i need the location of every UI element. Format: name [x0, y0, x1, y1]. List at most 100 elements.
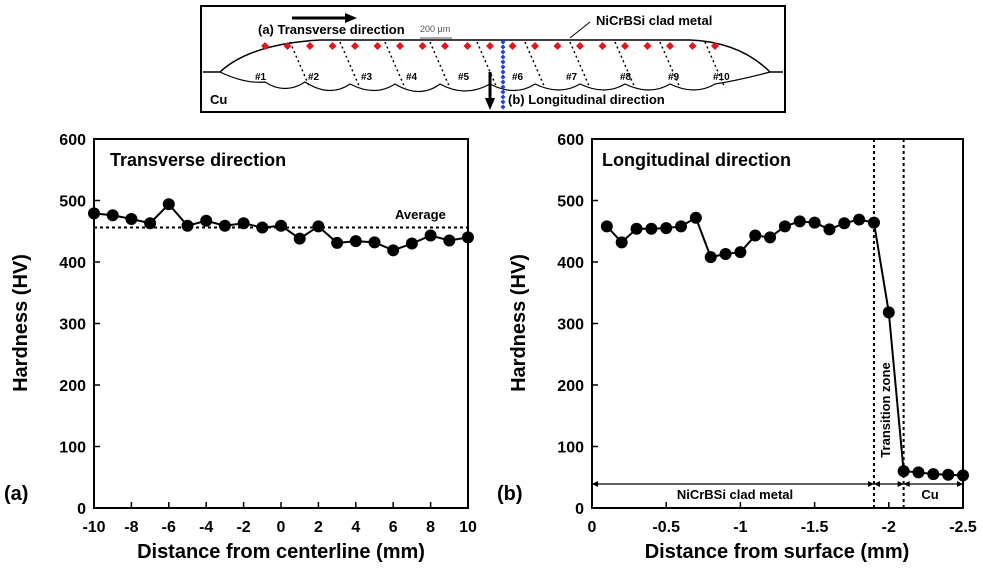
bead-label: #6 [512, 72, 524, 83]
y-tick-label: 0 [575, 501, 584, 518]
data-point [942, 468, 955, 481]
bead-separator [339, 41, 361, 89]
red-indent-point [643, 42, 652, 50]
bead-separator [659, 41, 681, 89]
bead-label: #3 [361, 72, 373, 83]
y-axis-ticks: 0 100 200 300 400 500 600 [59, 132, 100, 518]
y-tick-label: 300 [59, 317, 86, 334]
data-point [778, 220, 791, 233]
bead-labels: #1 #2 #3 #4 #5 #6 #7 #8 #9 #10 [255, 72, 730, 83]
data-point [704, 251, 717, 264]
y-tick-label: 600 [59, 132, 86, 149]
red-indent-point [283, 42, 292, 50]
y-tick-label: 600 [557, 132, 584, 149]
data-point [162, 198, 175, 211]
y-tick-label: 500 [59, 194, 86, 211]
data-point [660, 222, 673, 235]
data-point [882, 306, 895, 319]
bead-separator [476, 41, 498, 89]
x-tick-label: 2 [314, 519, 323, 536]
zone-label-cu: Cu [921, 487, 938, 502]
red-indent-point [418, 42, 427, 50]
y-tick-label: 500 [557, 194, 584, 211]
x-axis-ticks: -10 -8 -6 -4 -2 0 2 4 6 8 10 [82, 502, 477, 536]
data-point [237, 217, 250, 230]
bead-separator [384, 41, 406, 89]
x-axis-ticks: 0 -0.5 -1 -1.5 -2 -2.5 [588, 502, 977, 536]
blue-indent-point [500, 69, 506, 75]
red-indent-point [508, 42, 517, 50]
data-point [645, 222, 658, 235]
chart-transverse: 0 100 200 300 400 500 600 -10 -8 -6 -4 -2 0 2 4 6 8 10 T… [4, 132, 477, 563]
clad-label-leader [569, 21, 591, 39]
data-point [897, 465, 910, 478]
zone-arrowhead-left [873, 481, 880, 487]
chart-title: Longitudinal direction [602, 150, 791, 170]
y-tick-label: 100 [59, 440, 86, 457]
scale-bar-label: 200 μm [420, 24, 450, 34]
average-label: Average [395, 207, 446, 222]
blue-indent-point [500, 104, 506, 110]
data-point [349, 235, 362, 248]
data-point [293, 232, 306, 245]
x-axis-title: Distance from centerline (mm) [137, 541, 425, 563]
bead-label: #1 [255, 72, 267, 83]
data-point [368, 236, 381, 249]
red-indent-point [486, 42, 494, 50]
bead-separators [289, 41, 726, 89]
y-axis-title: Hardness (HV) [508, 254, 530, 392]
bead-label: #5 [458, 72, 470, 83]
data-point [675, 220, 688, 233]
schematic: (a) Transverse direction 200 μm NiCrBSi … [200, 5, 786, 113]
x-tick-label: -6 [162, 519, 176, 536]
substrate-label: Cu [210, 92, 227, 107]
transverse-arrowhead [345, 13, 357, 23]
bead-separator [289, 41, 311, 89]
x-tick-label: 6 [389, 519, 398, 536]
data-point [443, 234, 456, 247]
red-indent-point [531, 42, 539, 50]
bead-separator [614, 41, 636, 89]
data-point [764, 231, 777, 244]
bead-label: #10 [713, 72, 730, 83]
blue-indent-point [500, 79, 506, 85]
bead-separator [569, 41, 591, 89]
data-point [275, 219, 287, 232]
data-point [823, 223, 836, 236]
plot-frame [591, 138, 964, 509]
x-tick-label: 10 [459, 519, 477, 536]
data-point [331, 236, 344, 249]
red-indent-point [576, 42, 584, 50]
data-point [867, 216, 880, 229]
x-tick-label: -1.5 [801, 519, 829, 536]
data-point [387, 244, 400, 257]
panel-label: (b) [497, 483, 523, 505]
data-point [405, 237, 418, 250]
red-indent-point [621, 42, 629, 50]
blue-indent-point [500, 54, 506, 60]
blue-indent-point [500, 59, 506, 65]
x-tick-label: 0 [588, 519, 597, 536]
schematic-frame [200, 5, 786, 113]
bead-label: #7 [566, 72, 578, 83]
blue-indent-point [500, 49, 506, 55]
data-point [256, 221, 269, 234]
blue-indent-point [500, 44, 506, 50]
data-point [600, 220, 613, 233]
data-point [719, 248, 732, 261]
blue-indent-point [500, 39, 506, 45]
blue-indent-point [500, 94, 506, 100]
x-axis-title: Distance from surface (mm) [645, 541, 910, 563]
bead-separator [704, 41, 726, 89]
x-tick-label: -2 [236, 519, 250, 536]
data-point [912, 466, 925, 479]
data-point [749, 229, 762, 242]
blue-indent-point [500, 84, 506, 90]
x-tick-label: -10 [82, 519, 105, 536]
zone-arrowhead-left [592, 481, 598, 487]
clad-outline [203, 39, 783, 73]
bead-label: #4 [406, 72, 418, 83]
blue-indent-point [500, 64, 506, 70]
transverse-indent-points [261, 42, 719, 50]
